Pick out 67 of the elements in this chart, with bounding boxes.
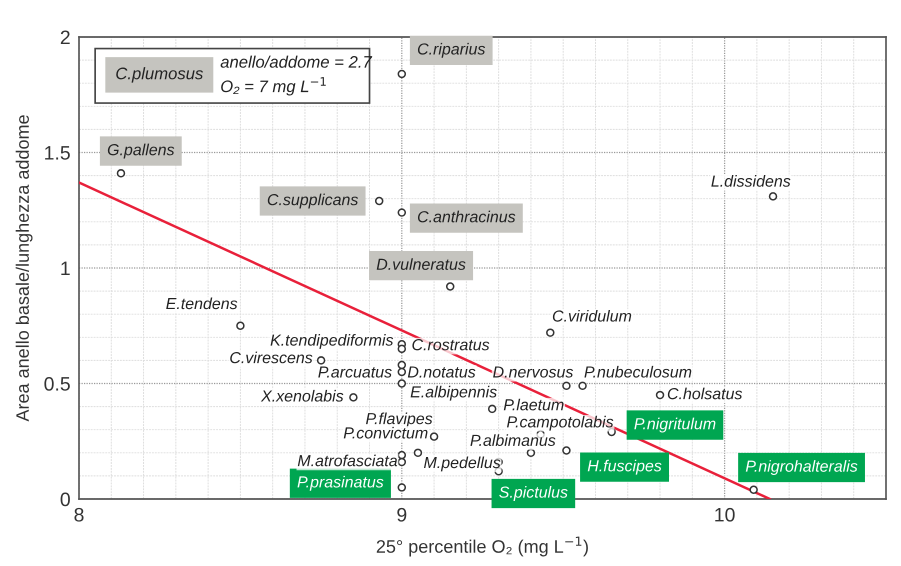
data-label: G.pallens — [108, 144, 174, 159]
data-label: C.supplicans — [268, 194, 358, 208]
data-label: C.virescens — [230, 352, 312, 364]
point — [526, 448, 536, 458]
point — [116, 169, 126, 178]
data-label: E.albipennis — [410, 386, 497, 401]
x-tick-label: 8 — [74, 508, 84, 522]
point — [398, 458, 406, 466]
point — [546, 328, 555, 337]
point — [398, 379, 406, 388]
point — [749, 486, 758, 494]
data-label: M.pedellus — [424, 456, 500, 472]
y-tick-label: 1 — [61, 262, 70, 276]
point — [236, 322, 245, 330]
data-label: X.xenolabis — [260, 390, 344, 402]
annotation: C.plumosus — [116, 67, 203, 83]
y-tick-label: 1.5 — [45, 146, 70, 160]
data-label: D.vulneratus — [376, 258, 466, 270]
x-tick-label: 9 — [397, 508, 406, 522]
data-label: P.campotolabis — [506, 416, 614, 431]
annotation: O₂ = 7 mg L$^{−1}$ — [221, 77, 326, 96]
data-label: E.tendens — [166, 297, 238, 310]
data-label: P.nigrohalteralis — [746, 460, 858, 475]
point — [768, 192, 778, 201]
data-label: P.nigritulum — [634, 418, 716, 433]
data-label: C.riparius — [418, 42, 486, 58]
point — [316, 356, 326, 365]
data-label: P.convictum — [344, 426, 428, 439]
y-axis-title: Area anello basale/lunghezza addome — [16, 115, 33, 422]
x-axis-title: 25° percentile O₂ (mg L$^{−1}$) — [376, 536, 588, 556]
data-label: P.laetum — [504, 398, 564, 410]
data-label: P.prasinatus — [298, 476, 384, 491]
point — [349, 393, 358, 402]
point — [488, 404, 496, 414]
point — [398, 368, 406, 376]
point — [430, 432, 438, 441]
point — [374, 196, 384, 206]
data-label: D.nervosus — [493, 366, 574, 378]
point — [578, 382, 587, 390]
y-tick-label: 2 — [60, 30, 70, 44]
data-label: H.fuscipes — [588, 460, 662, 475]
point — [562, 446, 571, 455]
point — [398, 70, 406, 78]
x-tick-label: 10 — [715, 508, 735, 522]
data-label: P.flavipes — [366, 412, 432, 428]
data-label: D.notatus — [408, 366, 476, 378]
point — [414, 448, 422, 458]
point — [398, 483, 406, 492]
data-label: C.holsatus — [668, 388, 742, 400]
point — [398, 344, 406, 354]
point — [656, 390, 664, 400]
data-label: S.pictulus — [499, 486, 568, 501]
data-label: P.nubeculosum — [584, 366, 692, 378]
point — [446, 282, 454, 291]
data-label: K.tendipediformis — [270, 334, 394, 349]
data-label: P.albimanus — [470, 434, 556, 446]
point — [398, 360, 406, 370]
y-tick-label: 0.5 — [44, 376, 70, 391]
data-label: L.dissidens — [711, 175, 790, 187]
data-label: M.atrofasciata — [298, 454, 398, 466]
data-label: C.viridulum — [552, 310, 632, 322]
point — [562, 382, 571, 390]
data-label: P.arcuatus — [318, 366, 392, 378]
data-label: C.anthracinus — [418, 210, 516, 222]
point — [398, 208, 406, 217]
data-label: C.rostratus — [412, 339, 490, 350]
y-tick-label: 0 — [60, 492, 70, 506]
